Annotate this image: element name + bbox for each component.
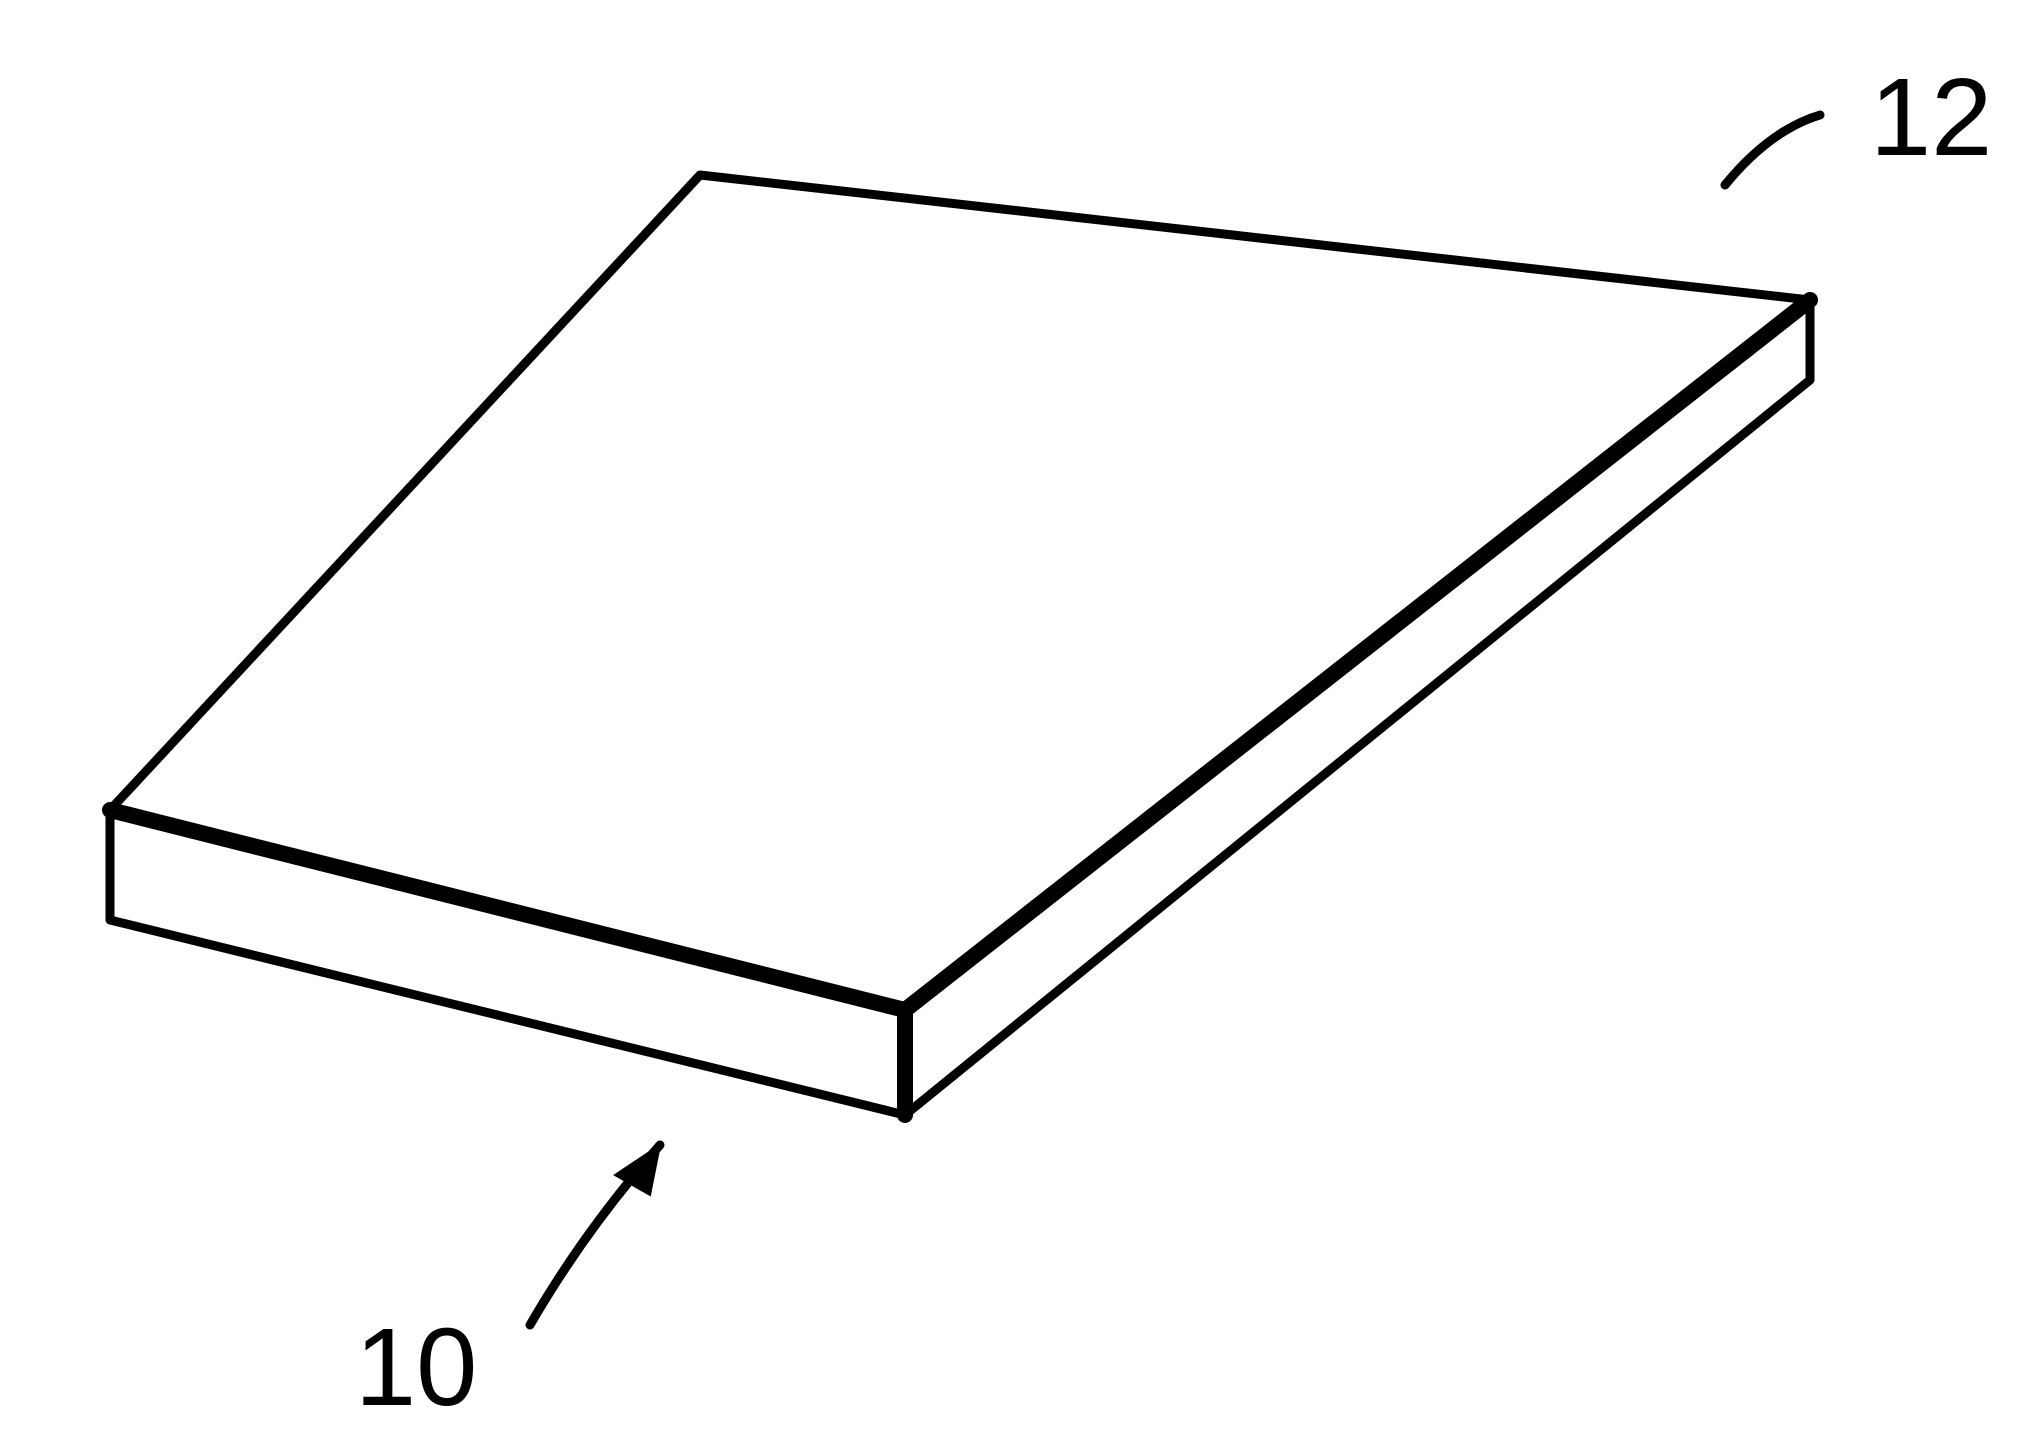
label-12-tick (1725, 115, 1820, 185)
label-10-leader (530, 1145, 660, 1325)
diagram-canvas: 12 10 (0, 0, 2030, 1419)
label-12-leader (1725, 115, 1820, 185)
slab-shape (110, 175, 1810, 1115)
label-10-text: 10 (355, 1304, 477, 1431)
slab-svg (0, 0, 2030, 1419)
label-12-text: 12 (1870, 54, 1992, 181)
